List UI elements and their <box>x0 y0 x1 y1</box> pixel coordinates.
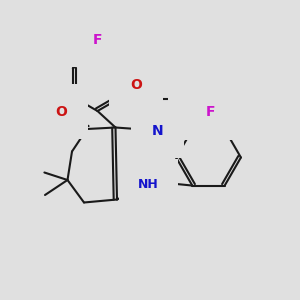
Text: F: F <box>189 73 198 86</box>
Text: O: O <box>130 78 142 92</box>
Text: F: F <box>93 33 102 46</box>
Text: F: F <box>206 106 215 119</box>
Text: O: O <box>55 105 67 118</box>
Text: N: N <box>152 124 163 137</box>
Text: F: F <box>208 85 218 98</box>
Text: NH: NH <box>138 178 159 191</box>
